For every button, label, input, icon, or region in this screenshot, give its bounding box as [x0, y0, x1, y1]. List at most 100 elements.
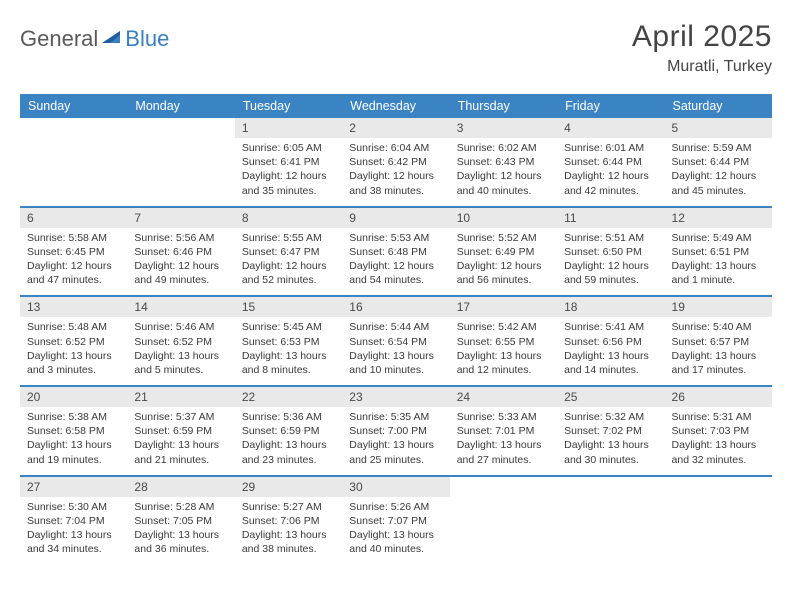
brand-part1: General	[20, 26, 98, 52]
calendar-cell: 20Sunrise: 5:38 AMSunset: 6:58 PMDayligh…	[20, 386, 127, 476]
calendar-cell: 22Sunrise: 5:36 AMSunset: 6:59 PMDayligh…	[235, 386, 342, 476]
day-details: Sunrise: 5:38 AMSunset: 6:58 PMDaylight:…	[20, 407, 127, 475]
calendar-cell	[557, 476, 664, 565]
calendar-cell: 25Sunrise: 5:32 AMSunset: 7:02 PMDayligh…	[557, 386, 664, 476]
day-details: Sunrise: 5:59 AMSunset: 6:44 PMDaylight:…	[665, 138, 772, 206]
calendar-cell: 4Sunrise: 6:01 AMSunset: 6:44 PMDaylight…	[557, 118, 664, 207]
day-header: Tuesday	[235, 94, 342, 118]
day-number: 20	[20, 387, 127, 407]
day-number: 2	[342, 118, 449, 138]
calendar-head: SundayMondayTuesdayWednesdayThursdayFrid…	[20, 94, 772, 118]
day-number: 7	[127, 208, 234, 228]
calendar-cell: 8Sunrise: 5:55 AMSunset: 6:47 PMDaylight…	[235, 207, 342, 297]
calendar-cell: 29Sunrise: 5:27 AMSunset: 7:06 PMDayligh…	[235, 476, 342, 565]
location-label: Muratli, Turkey	[632, 58, 772, 76]
day-details: Sunrise: 5:53 AMSunset: 6:48 PMDaylight:…	[342, 228, 449, 296]
day-details: Sunrise: 5:36 AMSunset: 6:59 PMDaylight:…	[235, 407, 342, 475]
day-details: Sunrise: 5:26 AMSunset: 7:07 PMDaylight:…	[342, 497, 449, 565]
calendar-cell: 21Sunrise: 5:37 AMSunset: 6:59 PMDayligh…	[127, 386, 234, 476]
day-header: Monday	[127, 94, 234, 118]
calendar-cell: 1Sunrise: 6:05 AMSunset: 6:41 PMDaylight…	[235, 118, 342, 207]
day-details: Sunrise: 5:49 AMSunset: 6:51 PMDaylight:…	[665, 228, 772, 296]
day-details: Sunrise: 5:58 AMSunset: 6:45 PMDaylight:…	[20, 228, 127, 296]
calendar-cell: 24Sunrise: 5:33 AMSunset: 7:01 PMDayligh…	[450, 386, 557, 476]
day-details: Sunrise: 5:27 AMSunset: 7:06 PMDaylight:…	[235, 497, 342, 565]
calendar-week: 27Sunrise: 5:30 AMSunset: 7:04 PMDayligh…	[20, 476, 772, 565]
day-details: Sunrise: 5:30 AMSunset: 7:04 PMDaylight:…	[20, 497, 127, 565]
day-details: Sunrise: 5:32 AMSunset: 7:02 PMDaylight:…	[557, 407, 664, 475]
day-number: 9	[342, 208, 449, 228]
calendar-cell	[665, 476, 772, 565]
day-number: 29	[235, 477, 342, 497]
day-details: Sunrise: 5:45 AMSunset: 6:53 PMDaylight:…	[235, 317, 342, 385]
day-header: Wednesday	[342, 94, 449, 118]
calendar-cell: 2Sunrise: 6:04 AMSunset: 6:42 PMDaylight…	[342, 118, 449, 207]
day-details: Sunrise: 5:46 AMSunset: 6:52 PMDaylight:…	[127, 317, 234, 385]
day-number: 19	[665, 297, 772, 317]
day-details: Sunrise: 5:28 AMSunset: 7:05 PMDaylight:…	[127, 497, 234, 565]
calendar-cell: 26Sunrise: 5:31 AMSunset: 7:03 PMDayligh…	[665, 386, 772, 476]
calendar-cell: 6Sunrise: 5:58 AMSunset: 6:45 PMDaylight…	[20, 207, 127, 297]
day-number: 30	[342, 477, 449, 497]
day-number: 1	[235, 118, 342, 138]
calendar-cell	[20, 118, 127, 207]
day-number: 3	[450, 118, 557, 138]
day-number: 22	[235, 387, 342, 407]
day-number: 17	[450, 297, 557, 317]
day-number: 15	[235, 297, 342, 317]
day-details: Sunrise: 5:51 AMSunset: 6:50 PMDaylight:…	[557, 228, 664, 296]
day-details: Sunrise: 5:33 AMSunset: 7:01 PMDaylight:…	[450, 407, 557, 475]
day-details: Sunrise: 5:31 AMSunset: 7:03 PMDaylight:…	[665, 407, 772, 475]
calendar-cell: 18Sunrise: 5:41 AMSunset: 6:56 PMDayligh…	[557, 296, 664, 386]
calendar-cell: 17Sunrise: 5:42 AMSunset: 6:55 PMDayligh…	[450, 296, 557, 386]
calendar-cell: 30Sunrise: 5:26 AMSunset: 7:07 PMDayligh…	[342, 476, 449, 565]
day-details: Sunrise: 5:55 AMSunset: 6:47 PMDaylight:…	[235, 228, 342, 296]
day-details: Sunrise: 6:02 AMSunset: 6:43 PMDaylight:…	[450, 138, 557, 206]
day-details: Sunrise: 5:44 AMSunset: 6:54 PMDaylight:…	[342, 317, 449, 385]
day-details: Sunrise: 5:40 AMSunset: 6:57 PMDaylight:…	[665, 317, 772, 385]
day-details: Sunrise: 5:56 AMSunset: 6:46 PMDaylight:…	[127, 228, 234, 296]
day-header: Friday	[557, 94, 664, 118]
day-header: Sunday	[20, 94, 127, 118]
calendar-cell: 5Sunrise: 5:59 AMSunset: 6:44 PMDaylight…	[665, 118, 772, 207]
calendar-week: 1Sunrise: 6:05 AMSunset: 6:41 PMDaylight…	[20, 118, 772, 207]
day-number: 4	[557, 118, 664, 138]
day-number: 8	[235, 208, 342, 228]
calendar-week: 20Sunrise: 5:38 AMSunset: 6:58 PMDayligh…	[20, 386, 772, 476]
day-number: 25	[557, 387, 664, 407]
calendar-body: 1Sunrise: 6:05 AMSunset: 6:41 PMDaylight…	[20, 118, 772, 564]
day-number: 28	[127, 477, 234, 497]
day-number: 10	[450, 208, 557, 228]
day-details: Sunrise: 6:01 AMSunset: 6:44 PMDaylight:…	[557, 138, 664, 206]
day-number: 5	[665, 118, 772, 138]
day-details: Sunrise: 5:35 AMSunset: 7:00 PMDaylight:…	[342, 407, 449, 475]
calendar-week: 6Sunrise: 5:58 AMSunset: 6:45 PMDaylight…	[20, 207, 772, 297]
calendar-cell	[127, 118, 234, 207]
brand-part2: Blue	[125, 26, 169, 52]
day-number: 18	[557, 297, 664, 317]
day-details: Sunrise: 6:04 AMSunset: 6:42 PMDaylight:…	[342, 138, 449, 206]
calendar-cell: 27Sunrise: 5:30 AMSunset: 7:04 PMDayligh…	[20, 476, 127, 565]
calendar-cell: 9Sunrise: 5:53 AMSunset: 6:48 PMDaylight…	[342, 207, 449, 297]
day-number: 6	[20, 208, 127, 228]
title-block: April 2025 Muratli, Turkey	[632, 20, 772, 76]
month-title: April 2025	[632, 20, 772, 54]
calendar-cell: 15Sunrise: 5:45 AMSunset: 6:53 PMDayligh…	[235, 296, 342, 386]
day-number: 24	[450, 387, 557, 407]
calendar-table: SundayMondayTuesdayWednesdayThursdayFrid…	[20, 94, 772, 564]
day-header: Thursday	[450, 94, 557, 118]
day-details: Sunrise: 6:05 AMSunset: 6:41 PMDaylight:…	[235, 138, 342, 206]
day-number: 26	[665, 387, 772, 407]
calendar-page: General Blue April 2025 Muratli, Turkey …	[0, 0, 792, 564]
day-header: Saturday	[665, 94, 772, 118]
calendar-cell: 16Sunrise: 5:44 AMSunset: 6:54 PMDayligh…	[342, 296, 449, 386]
calendar-cell: 7Sunrise: 5:56 AMSunset: 6:46 PMDaylight…	[127, 207, 234, 297]
calendar-cell: 3Sunrise: 6:02 AMSunset: 6:43 PMDaylight…	[450, 118, 557, 207]
day-details: Sunrise: 5:52 AMSunset: 6:49 PMDaylight:…	[450, 228, 557, 296]
calendar-cell	[450, 476, 557, 565]
day-number: 23	[342, 387, 449, 407]
day-number: 14	[127, 297, 234, 317]
calendar-cell: 19Sunrise: 5:40 AMSunset: 6:57 PMDayligh…	[665, 296, 772, 386]
calendar-cell: 10Sunrise: 5:52 AMSunset: 6:49 PMDayligh…	[450, 207, 557, 297]
calendar-cell: 12Sunrise: 5:49 AMSunset: 6:51 PMDayligh…	[665, 207, 772, 297]
